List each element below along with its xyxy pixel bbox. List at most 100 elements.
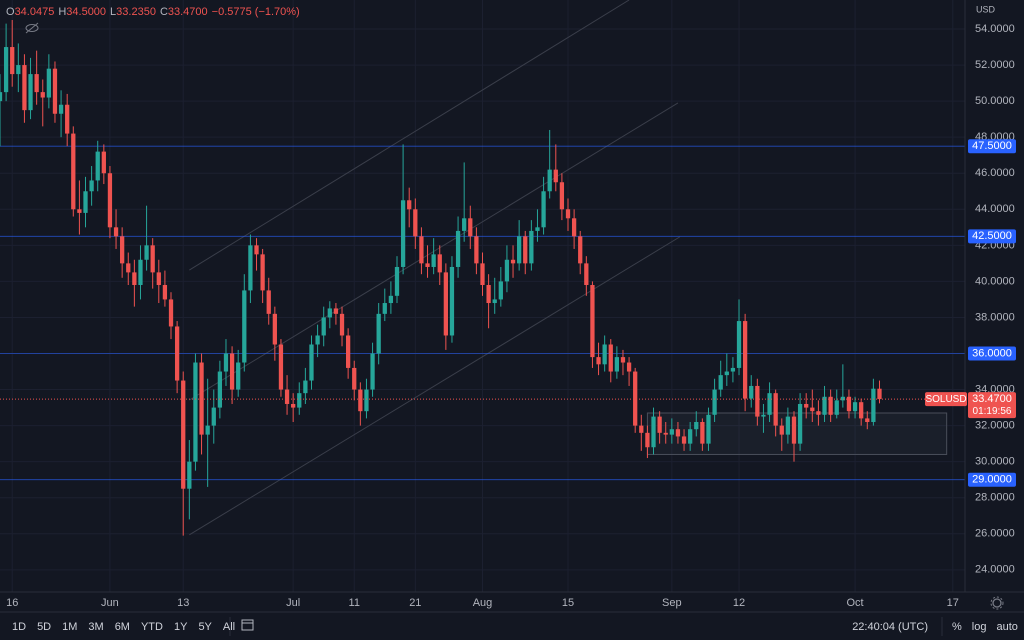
candle-body: [749, 385, 754, 399]
range-button[interactable]: 5Y: [198, 621, 212, 633]
candle-body: [419, 236, 424, 264]
scale-option[interactable]: %: [952, 621, 962, 633]
candle-body: [449, 266, 455, 336]
legend-value: 34.5000: [66, 6, 106, 18]
candle-body: [107, 173, 113, 228]
candle-body: [510, 259, 516, 264]
candle-body: [565, 209, 571, 219]
candle-body: [364, 389, 369, 412]
candle-body: [46, 68, 51, 98]
candle-body: [16, 65, 21, 75]
candle-body: [52, 68, 58, 114]
candle-body: [834, 400, 839, 415]
candle-body: [58, 104, 64, 114]
trendline: [189, 0, 630, 271]
candle-body: [150, 245, 155, 273]
candle-body: [761, 414, 766, 417]
candle-body: [645, 432, 650, 448]
y-tick-label: 30.0000: [975, 456, 1015, 468]
candle-body: [291, 403, 296, 408]
countdown-label: 01:19:56: [973, 406, 1012, 417]
range-button[interactable]: 1D: [12, 621, 26, 633]
clock[interactable]: 22:40:04 (UTC): [852, 621, 928, 633]
candle-body: [681, 436, 687, 444]
candle-body: [718, 375, 723, 390]
legend-value: 34.0475: [15, 6, 55, 18]
range-button[interactable]: 1M: [62, 621, 77, 633]
last-price-label: 33.4700: [972, 393, 1012, 405]
candle-body: [651, 416, 656, 448]
candle-body: [407, 200, 412, 210]
candle-body: [400, 200, 406, 267]
candle-body: [547, 169, 552, 192]
candle-body: [694, 422, 699, 430]
range-button[interactable]: All: [223, 621, 235, 633]
candle-body: [492, 299, 497, 304]
candle-body: [852, 402, 858, 412]
candle-body: [339, 313, 345, 336]
candle-body: [83, 191, 88, 213]
candle-body: [773, 393, 778, 426]
scale-option[interactable]: log: [972, 621, 987, 633]
last-price-label-bg: [968, 392, 1016, 419]
candle-body: [730, 367, 736, 372]
candle-body: [120, 236, 125, 264]
candle-body: [804, 403, 809, 408]
eye-icon[interactable]: [25, 22, 39, 34]
candle-body: [706, 414, 711, 444]
range-button[interactable]: 1Y: [174, 621, 188, 633]
x-tick-label: Aug: [473, 597, 493, 609]
candle-body: [437, 254, 442, 273]
candle-body: [584, 263, 589, 286]
candle-body: [248, 245, 253, 291]
candle-body: [236, 362, 241, 390]
scale-option[interactable]: auto: [996, 621, 1017, 633]
candle-body: [779, 425, 784, 435]
candle-body: [95, 151, 100, 181]
symbol-label-bg: [925, 392, 967, 407]
candle-body: [101, 151, 106, 174]
level-label-bg: [968, 472, 1016, 487]
x-tick-label: 13: [177, 597, 189, 609]
range-button[interactable]: 3M: [88, 621, 103, 633]
candle-body: [254, 245, 259, 255]
candle-body: [193, 362, 198, 462]
range-button[interactable]: 6M: [115, 621, 130, 633]
candle-body: [327, 308, 332, 318]
candle-body: [284, 389, 290, 404]
candle-body: [352, 367, 357, 390]
candle-body: [425, 263, 430, 267]
candle-body: [205, 425, 210, 435]
candle-body: [266, 290, 271, 314]
candle-body: [791, 416, 797, 444]
candle-body: [272, 313, 277, 345]
x-tick-label: 15: [562, 597, 574, 609]
range-button[interactable]: 5D: [37, 621, 51, 633]
candle-body: [859, 402, 864, 419]
candle-body: [162, 285, 168, 300]
candle-body: [132, 272, 137, 286]
candle-body: [376, 313, 381, 354]
range-button[interactable]: YTD: [141, 621, 163, 633]
candle-body: [333, 308, 339, 314]
trendline: [189, 236, 681, 536]
y-tick-label: 32.0000: [975, 420, 1015, 432]
candle-body: [144, 245, 149, 260]
candle-body: [816, 411, 821, 415]
candle-body: [517, 236, 522, 264]
candle-body: [223, 353, 229, 372]
candle-body: [278, 344, 284, 390]
candle-body: [156, 272, 161, 286]
settings-icon[interactable]: [990, 596, 1004, 610]
candle-body: [767, 393, 772, 415]
y-tick-label: 50.0000: [975, 95, 1015, 107]
candle-body: [199, 362, 204, 435]
candle-body: [877, 388, 882, 400]
y-tick-label: 52.0000: [975, 59, 1015, 71]
legend-key: H: [58, 6, 66, 18]
candle-body: [413, 209, 418, 237]
legend-value: 33.2350: [116, 6, 156, 18]
calendar-icon[interactable]: [241, 619, 254, 631]
candle-body: [871, 388, 876, 423]
candle-body: [614, 357, 620, 372]
